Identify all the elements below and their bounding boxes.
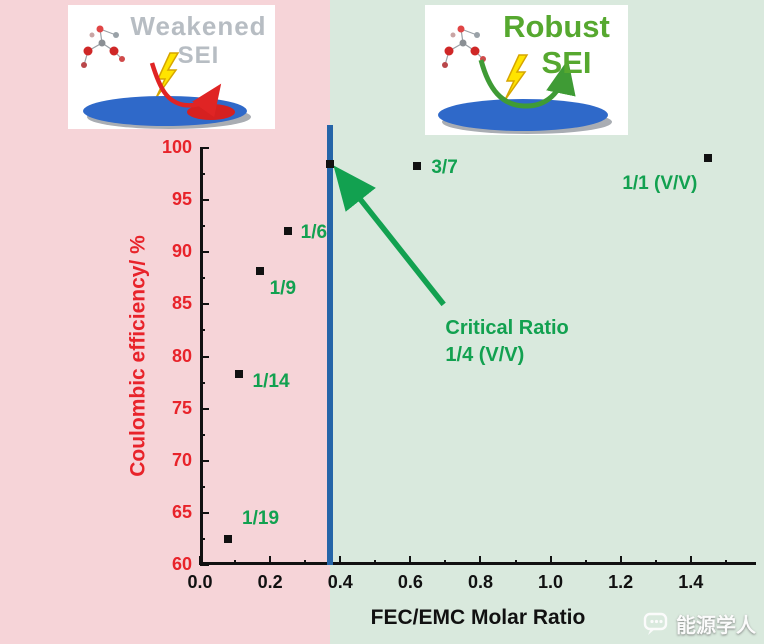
y-axis-minor-tick [200, 173, 205, 176]
y-axis-tick [200, 251, 209, 254]
x-axis-tick [479, 556, 482, 565]
data-point-label: 1/14 [252, 371, 290, 393]
x-axis-title: FEC/EMC Molar Ratio [370, 606, 586, 629]
y-axis-tick-label: 100 [161, 137, 192, 157]
data-point [234, 370, 243, 379]
y-axis-minor-tick [200, 381, 205, 384]
chat-bubble-icon [643, 612, 668, 635]
y-axis-tick-label: 90 [171, 241, 192, 262]
y-axis-tick-label: 70 [171, 449, 192, 470]
robust-subtitle: SEI [541, 45, 592, 80]
critical-ratio-line2: 1/4 (V/V) [445, 343, 525, 366]
data-point [325, 159, 334, 168]
robust-sei-illustration [438, 25, 612, 134]
x-axis-minor-tick [444, 560, 447, 565]
lightning-icon [504, 54, 529, 101]
scatter-plot: Critical Ratio 1/4 (V/V) 0.0 0.2 0.4 0.6 0.8… [162, 125, 756, 592]
y-axis-tick [200, 303, 209, 306]
weakened-sei-panel: Weakened SEI [68, 5, 275, 129]
molecule-icon [442, 25, 486, 68]
y-axis-tick [200, 459, 209, 462]
data-point-label: 1/19 [242, 507, 280, 529]
critical-ratio-line [326, 125, 333, 565]
data-point [283, 227, 292, 236]
electrode-disk [438, 99, 608, 131]
y-axis-tick [200, 147, 209, 149]
robust-sei-panel: Robust SEI [425, 5, 628, 135]
x-axis-tick [339, 556, 342, 565]
weakened-sei-illustration [81, 25, 251, 129]
x-axis-tick [269, 556, 272, 565]
x-axis-tick [689, 556, 692, 565]
x-axis-tick-label: 0.6 [397, 572, 423, 592]
x-axis-minor-tick [724, 560, 727, 565]
data-point [224, 534, 233, 543]
data-point-label: 3/7 [431, 156, 458, 178]
y-axis-tick-label: 65 [171, 501, 192, 522]
y-axis-tick-label: 60 [171, 554, 192, 574]
robust-title: Robust [503, 9, 610, 44]
x-axis-minor-tick [584, 560, 587, 565]
y-axis-title: Coulombic efficiency/ % [126, 235, 150, 477]
y-axis-minor-tick [200, 537, 205, 540]
y-axis-tick [200, 407, 209, 410]
data-point [704, 154, 713, 163]
data-point-label: 1/1 (V/V) [622, 173, 698, 195]
y-axis-tick [200, 355, 209, 358]
x-axis-tick-label: 1.0 [538, 572, 564, 592]
y-axis-tick [200, 511, 209, 514]
y-axis-minor-tick [200, 433, 205, 436]
weakened-title: Weakened [130, 11, 267, 41]
y-axis-tick [200, 564, 209, 566]
weakened-subtitle: SEI [177, 42, 220, 69]
watermark-text: 能源学人 [676, 615, 756, 637]
y-axis-minor-tick [200, 225, 205, 228]
y-axis-tick-label: 75 [171, 397, 192, 418]
data-point [413, 161, 422, 170]
robust-reaction-arrow [478, 59, 576, 109]
data-point [255, 267, 264, 275]
y-axis-tick [200, 199, 209, 202]
y-axis-tick-label: 80 [171, 345, 192, 366]
x-axis-tick-label: 0.0 [187, 572, 213, 592]
watermark: 能源学人 [642, 609, 756, 638]
x-axis-tick-label: 0.4 [327, 572, 353, 592]
y-axis-minor-tick [200, 485, 205, 488]
y-axis-minor-tick [200, 329, 205, 332]
x-axis-minor-tick [514, 560, 517, 565]
critical-ratio-annotation: Critical Ratio 1/4 (V/V) [445, 315, 568, 369]
x-axis-tick [549, 556, 552, 565]
x-axis-tick [619, 556, 622, 565]
y-axis-tick-label: 95 [171, 189, 192, 210]
y-axis-tick-label: 85 [171, 293, 192, 314]
x-axis-minor-tick [374, 560, 377, 565]
x-axis-tick [409, 556, 412, 565]
y-axis-minor-tick [200, 277, 205, 280]
data-point-label: 1/6 [300, 222, 328, 244]
x-axis-tick-label: 1.2 [608, 572, 634, 592]
weakened-reaction-arrow [149, 62, 222, 118]
critical-ratio-line1: Critical Ratio [445, 316, 569, 339]
x-axis-minor-tick [234, 560, 237, 565]
x-axis-tick-label: 1.4 [678, 572, 704, 592]
x-axis-tick-label: 0.2 [257, 572, 283, 592]
x-axis-minor-tick [304, 560, 307, 565]
x-axis-minor-tick [654, 560, 657, 565]
molecule-icon [81, 25, 125, 68]
x-axis-tick-label: 0.8 [467, 572, 493, 592]
data-point-label: 1/9 [269, 278, 297, 299]
